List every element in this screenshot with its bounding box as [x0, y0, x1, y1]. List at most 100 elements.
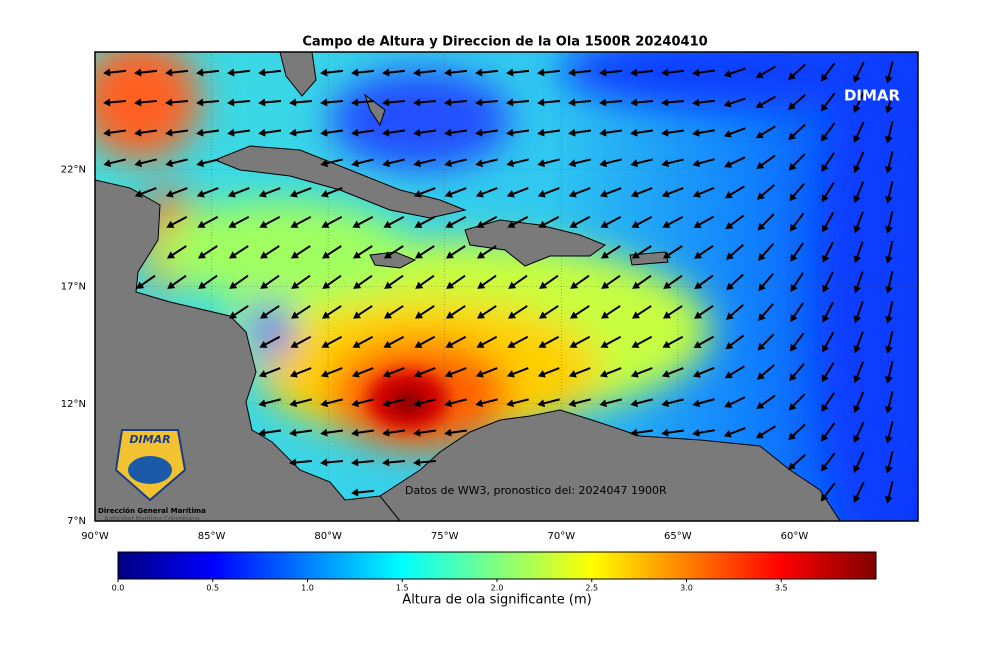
arrow-head: [723, 130, 732, 138]
arrow-head: [537, 399, 546, 408]
arrow-head: [321, 220, 330, 228]
arrow-head: [723, 430, 732, 438]
arrow: [413, 158, 436, 168]
arrow: [382, 68, 406, 77]
arrow-head: [723, 99, 732, 108]
arrow-head: [506, 370, 515, 378]
arrow-head: [724, 160, 733, 168]
arrow: [853, 481, 865, 503]
arrow-head: [445, 311, 455, 319]
arrow: [694, 274, 714, 290]
brand: DIMAR: [844, 87, 901, 105]
arrow-head: [756, 192, 765, 200]
arrow: [693, 335, 715, 348]
arrow: [351, 68, 375, 77]
arrow-head: [790, 253, 798, 262]
arrow: [383, 305, 404, 319]
arrow-head: [322, 281, 331, 289]
arrow: [537, 367, 560, 378]
arrow-head: [692, 128, 700, 137]
arrow: [755, 125, 776, 139]
arrow-head: [290, 251, 299, 259]
arrow-head: [320, 399, 329, 408]
arrow-head: [537, 98, 545, 107]
arrow: [103, 128, 127, 137]
arrow-head: [289, 458, 297, 467]
arrow: [724, 185, 745, 199]
arrow: [694, 245, 714, 259]
arrow-head: [382, 458, 390, 467]
arrow: [822, 211, 835, 233]
arrow-head: [631, 220, 640, 228]
arrow: [258, 428, 282, 437]
arrow: [662, 215, 684, 228]
arrow: [165, 68, 189, 77]
arrow-head: [820, 463, 829, 472]
arrow: [789, 182, 805, 202]
lon-tick-label: 80°W: [314, 531, 342, 542]
arrow: [197, 215, 219, 228]
arrow-head: [351, 98, 359, 107]
arrow: [822, 331, 835, 353]
arrow: [506, 158, 529, 168]
arrow-head: [383, 251, 392, 259]
arrow-head: [662, 251, 671, 259]
arrow-head: [196, 68, 204, 77]
arrow-head: [507, 340, 516, 348]
arrow-head: [475, 159, 484, 168]
arrow: [853, 211, 864, 234]
arrow-head: [475, 68, 483, 77]
arrow-head: [822, 254, 830, 263]
arrow-head: [383, 340, 392, 348]
arrow-head: [196, 98, 204, 107]
arrow: [351, 488, 375, 497]
arrow: [789, 212, 805, 232]
arrow: [476, 215, 498, 228]
arrow-head: [885, 316, 893, 324]
arrow-head: [853, 404, 861, 414]
arrow: [723, 427, 746, 438]
arrow: [539, 274, 559, 289]
arrow-head: [599, 128, 607, 137]
arrow-head: [853, 164, 861, 173]
arrow: [600, 215, 622, 228]
arrow: [506, 367, 529, 378]
arrow-head: [259, 340, 268, 348]
arrow-head: [289, 428, 297, 437]
arrow-head: [134, 190, 143, 198]
arrow-head: [884, 105, 893, 114]
arrow-head: [413, 128, 421, 137]
arrow-head: [506, 98, 514, 107]
annotation: Datos de WW3, pronostico del: 2024047 19…: [405, 484, 667, 497]
arrow: [788, 93, 806, 110]
arrow: [475, 398, 498, 408]
arrow: [134, 158, 157, 168]
arrow-head: [630, 370, 639, 378]
arrow-head: [630, 68, 638, 77]
arrow-head: [661, 98, 669, 107]
arrow-head: [568, 370, 577, 378]
colorbar-label: Altura de ola significante (m): [402, 593, 591, 608]
arrow-head: [415, 281, 424, 289]
arrow: [661, 128, 685, 137]
arrow: [445, 335, 467, 348]
map-frame: [94, 51, 919, 522]
arrow-head: [630, 159, 639, 168]
arrow-head: [853, 225, 861, 234]
arrow-head: [853, 464, 861, 473]
arrow: [228, 215, 250, 228]
arrow-head: [196, 190, 205, 198]
arrow: [320, 458, 344, 467]
arrow: [630, 398, 653, 408]
arrow: [884, 481, 894, 504]
arrow-head: [320, 458, 328, 467]
arrow-head: [568, 399, 577, 408]
arrow: [290, 305, 311, 319]
arrow-head: [661, 428, 669, 437]
colorbar-tick-label: 3.5: [775, 584, 788, 593]
arrow-head: [413, 159, 422, 168]
arrow: [444, 158, 467, 168]
arrow-head: [600, 340, 609, 348]
lon-tick-label: 60°W: [781, 531, 809, 542]
